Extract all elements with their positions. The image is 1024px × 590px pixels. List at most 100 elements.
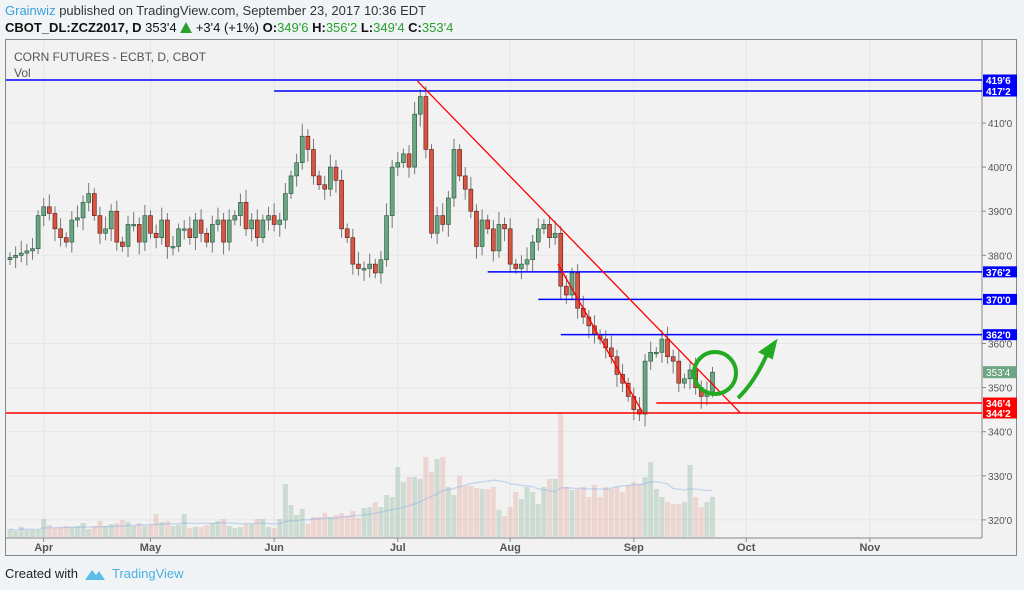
candle <box>412 101 417 175</box>
candle-body <box>446 197 451 225</box>
volume-bar <box>687 465 693 537</box>
candle-body <box>524 259 530 265</box>
tradingview-link[interactable]: TradingView <box>111 566 184 581</box>
candle <box>58 218 63 247</box>
volume-bar <box>305 524 311 537</box>
candle-body <box>322 184 328 190</box>
candle-body <box>288 175 294 194</box>
candle <box>535 218 541 251</box>
candle <box>507 218 513 273</box>
volume-bar <box>237 527 243 537</box>
candle <box>361 261 367 281</box>
volume-bar <box>327 517 333 537</box>
candle-body <box>299 135 305 163</box>
candle <box>406 145 412 178</box>
candle-body <box>575 272 580 309</box>
volume-bar <box>52 528 58 537</box>
volume-bar <box>462 486 468 537</box>
candle-body <box>670 356 676 362</box>
month-label: Sep <box>624 542 644 554</box>
volume-bar <box>97 521 103 537</box>
candle <box>479 209 485 256</box>
candle-body <box>344 228 350 238</box>
candle <box>198 209 204 243</box>
volume-bar <box>451 495 457 537</box>
volume-bar <box>659 497 665 537</box>
volume-bar <box>350 511 356 537</box>
candle <box>238 193 243 227</box>
candle <box>519 255 524 280</box>
volume-bar <box>192 527 198 537</box>
candle-body <box>18 252 24 256</box>
candle-body <box>13 255 18 258</box>
volume-bar <box>636 484 642 537</box>
candle <box>243 190 249 236</box>
volume-bar <box>260 519 266 537</box>
candle <box>485 214 491 235</box>
candle <box>136 217 142 255</box>
candle-body <box>637 409 642 415</box>
volume-bar <box>232 528 238 537</box>
month-label: Oct <box>737 542 756 554</box>
candle <box>52 206 58 242</box>
candle <box>552 220 558 245</box>
candle <box>153 224 159 249</box>
candle-body <box>125 224 131 247</box>
candle-body <box>648 352 653 362</box>
level-badge <box>983 85 1017 97</box>
candle <box>457 144 462 182</box>
candle-body <box>142 215 148 243</box>
volume-bar <box>558 412 564 537</box>
candle <box>187 216 193 245</box>
volume-bar <box>468 486 474 537</box>
candle <box>86 182 91 212</box>
candle-body <box>333 166 339 181</box>
candle <box>103 216 108 241</box>
volume-bar <box>473 488 479 537</box>
volume-bar <box>406 477 412 537</box>
trendline <box>557 263 643 413</box>
volume-bar <box>294 515 300 537</box>
candle-body <box>277 219 283 225</box>
volume-bar <box>620 492 626 537</box>
candle <box>541 219 547 235</box>
candle-body <box>642 360 648 415</box>
candle-body <box>165 219 170 247</box>
candle-body <box>187 228 193 238</box>
candle-body <box>417 96 423 115</box>
candle <box>69 211 75 253</box>
last-price-badge <box>983 366 1017 379</box>
volume-bar <box>204 525 210 537</box>
candle-body <box>659 338 665 353</box>
open-label: O: <box>262 20 278 35</box>
author-link[interactable]: Grainwiz <box>5 3 56 18</box>
volume-bar <box>681 502 687 537</box>
candle <box>434 206 440 244</box>
volume-bar <box>35 530 41 537</box>
volume-bar <box>400 482 406 537</box>
volume-bar <box>552 479 558 537</box>
volume-bar <box>46 525 52 537</box>
volume-bar <box>372 502 378 537</box>
candle <box>670 349 676 374</box>
candle-body <box>114 210 120 243</box>
volume-bar <box>547 479 553 537</box>
candle <box>333 160 339 193</box>
candle <box>687 361 693 390</box>
volume-bar <box>24 530 30 537</box>
candle-body <box>412 113 417 168</box>
candle-body <box>271 215 277 225</box>
chart-pane[interactable] <box>5 39 1017 556</box>
candle <box>254 209 260 247</box>
volume-bar <box>367 507 373 537</box>
volume-bar <box>333 515 339 537</box>
candle-body <box>429 149 434 234</box>
volume-bar <box>148 525 153 537</box>
candle <box>502 217 507 242</box>
candle-body <box>547 224 552 238</box>
candle-body <box>120 241 125 247</box>
candle-body <box>676 360 682 384</box>
last-price-label: 353'4 <box>986 368 1011 379</box>
volume-bar <box>80 523 86 537</box>
